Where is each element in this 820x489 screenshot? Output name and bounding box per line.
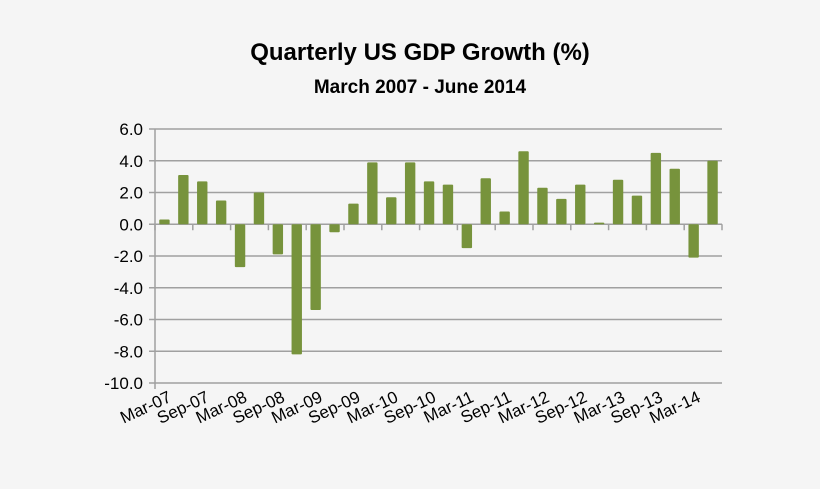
bar bbox=[234, 224, 246, 268]
bar bbox=[253, 192, 265, 225]
bar bbox=[329, 224, 340, 233]
bar bbox=[348, 203, 359, 225]
bar bbox=[669, 168, 680, 225]
bar bbox=[423, 181, 435, 225]
bar bbox=[215, 200, 227, 225]
y-tick-label: 2.0 bbox=[119, 184, 143, 203]
bar bbox=[404, 162, 416, 225]
bar bbox=[367, 162, 378, 225]
chart-title: Quarterly US GDP Growth (%) bbox=[250, 39, 590, 66]
bar bbox=[518, 151, 529, 225]
bar bbox=[461, 224, 473, 249]
bar bbox=[272, 224, 284, 255]
bar bbox=[537, 187, 548, 225]
y-tick-label: -2.0 bbox=[114, 247, 143, 266]
bar bbox=[159, 219, 170, 225]
y-tick-label: -4.0 bbox=[114, 279, 143, 298]
bar bbox=[480, 178, 491, 225]
chart-subtitle: March 2007 - June 2014 bbox=[314, 77, 527, 98]
y-tick-label: 4.0 bbox=[119, 152, 143, 171]
bar bbox=[291, 224, 302, 355]
bar bbox=[593, 222, 605, 225]
bar bbox=[386, 197, 397, 225]
bar bbox=[650, 152, 662, 225]
bar bbox=[178, 175, 189, 225]
bar bbox=[442, 184, 454, 225]
bar bbox=[631, 195, 643, 225]
bar bbox=[499, 211, 510, 225]
bar bbox=[197, 181, 208, 225]
bar bbox=[310, 224, 321, 310]
y-tick-label: 0.0 bbox=[119, 215, 143, 234]
bar bbox=[612, 179, 624, 225]
y-tick-label: -6.0 bbox=[114, 311, 143, 330]
y-tick-label: -8.0 bbox=[114, 342, 143, 361]
bar bbox=[556, 198, 567, 225]
bar bbox=[575, 184, 586, 225]
y-tick-label: -10.0 bbox=[104, 374, 143, 393]
bars bbox=[159, 151, 718, 355]
bar bbox=[707, 160, 718, 225]
bar bbox=[688, 224, 699, 258]
y-tick-label: 6.0 bbox=[119, 120, 143, 139]
